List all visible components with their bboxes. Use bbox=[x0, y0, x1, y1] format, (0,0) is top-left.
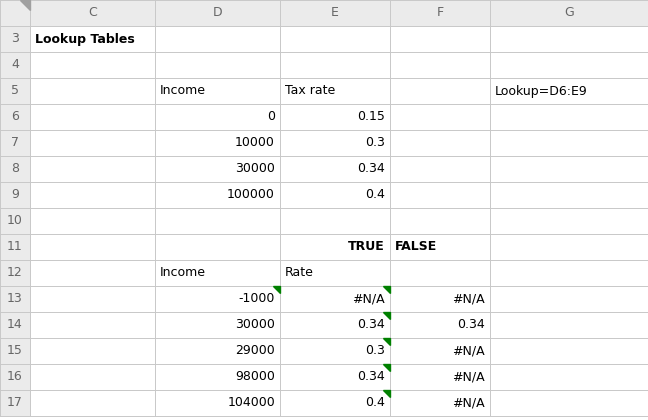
Text: Income: Income bbox=[160, 267, 206, 279]
Text: #N/A: #N/A bbox=[452, 344, 485, 357]
Polygon shape bbox=[383, 390, 390, 397]
Text: Lookup=D6:E9: Lookup=D6:E9 bbox=[495, 84, 588, 97]
Text: 17: 17 bbox=[7, 396, 23, 410]
Text: 7: 7 bbox=[11, 136, 19, 150]
Text: #N/A: #N/A bbox=[452, 396, 485, 410]
Text: 98000: 98000 bbox=[235, 370, 275, 383]
Text: 0.34: 0.34 bbox=[457, 318, 485, 331]
Text: 8: 8 bbox=[11, 163, 19, 176]
Text: 13: 13 bbox=[7, 292, 23, 305]
Bar bbox=[0, 0, 30, 416]
Bar bbox=[0, 0, 648, 26]
Text: 104000: 104000 bbox=[227, 396, 275, 410]
Text: #N/A: #N/A bbox=[452, 370, 485, 383]
Text: 3: 3 bbox=[11, 32, 19, 45]
Text: 29000: 29000 bbox=[235, 344, 275, 357]
Text: Tax rate: Tax rate bbox=[285, 84, 335, 97]
Text: 10000: 10000 bbox=[235, 136, 275, 150]
Polygon shape bbox=[383, 312, 390, 319]
Text: 0.34: 0.34 bbox=[357, 318, 385, 331]
Text: 15: 15 bbox=[7, 344, 23, 357]
Text: 30000: 30000 bbox=[235, 163, 275, 176]
Polygon shape bbox=[383, 338, 390, 345]
Text: 14: 14 bbox=[7, 318, 23, 331]
Polygon shape bbox=[383, 364, 390, 371]
Text: 10: 10 bbox=[7, 215, 23, 228]
Polygon shape bbox=[273, 286, 280, 293]
Text: 16: 16 bbox=[7, 370, 23, 383]
Text: E: E bbox=[331, 6, 339, 19]
Text: #N/A: #N/A bbox=[452, 292, 485, 305]
Text: #N/A: #N/A bbox=[353, 292, 385, 305]
Text: Lookup Tables: Lookup Tables bbox=[35, 32, 135, 45]
Text: 12: 12 bbox=[7, 267, 23, 279]
Text: 0.3: 0.3 bbox=[365, 136, 385, 150]
Text: Rate: Rate bbox=[285, 267, 314, 279]
Text: -1000: -1000 bbox=[238, 292, 275, 305]
Text: 5: 5 bbox=[11, 84, 19, 97]
Text: D: D bbox=[213, 6, 222, 19]
Text: 0.4: 0.4 bbox=[365, 396, 385, 410]
Text: F: F bbox=[437, 6, 444, 19]
Text: 0.4: 0.4 bbox=[365, 189, 385, 202]
Text: 4: 4 bbox=[11, 58, 19, 71]
Text: 0.34: 0.34 bbox=[357, 163, 385, 176]
Text: 9: 9 bbox=[11, 189, 19, 202]
Text: C: C bbox=[88, 6, 97, 19]
Text: FALSE: FALSE bbox=[395, 241, 437, 254]
Text: 0.15: 0.15 bbox=[357, 110, 385, 123]
Text: 0.3: 0.3 bbox=[365, 344, 385, 357]
Polygon shape bbox=[383, 286, 390, 293]
Text: 0.34: 0.34 bbox=[357, 370, 385, 383]
Text: Income: Income bbox=[160, 84, 206, 97]
Text: 6: 6 bbox=[11, 110, 19, 123]
Polygon shape bbox=[20, 0, 30, 10]
Text: G: G bbox=[564, 6, 574, 19]
Text: 11: 11 bbox=[7, 241, 23, 254]
Text: 100000: 100000 bbox=[227, 189, 275, 202]
Text: 0: 0 bbox=[267, 110, 275, 123]
Text: 30000: 30000 bbox=[235, 318, 275, 331]
Text: TRUE: TRUE bbox=[348, 241, 385, 254]
